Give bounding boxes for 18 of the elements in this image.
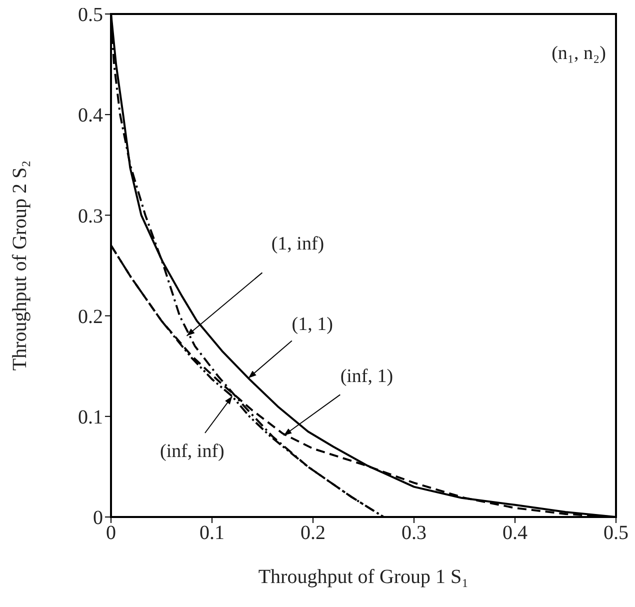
x-axis-title: Throughput of Group 1 S₁ [258, 566, 469, 588]
y-tick-label: 0.3 [78, 205, 103, 228]
y-tick-label: 0.1 [78, 406, 103, 428]
x-tick-label: 0.1 [200, 522, 224, 544]
annotation: (inf, inf) [160, 440, 224, 462]
y-axis-title: Throughput of Group 2 S₂ [9, 160, 32, 371]
y-tick-label: 0.5 [78, 4, 103, 26]
y-tick-label: 0.2 [78, 306, 103, 328]
annotation: (inf, 1) [340, 366, 394, 388]
annotation: (1, inf) [271, 234, 324, 255]
x-tick-label: 0.3 [402, 522, 426, 544]
x-tick-label: 0.4 [502, 522, 528, 544]
annotation: (n₁, n₂) [552, 43, 606, 64]
x-tick-label: 0.5 [604, 522, 628, 544]
x-tick-label: 0.2 [300, 522, 326, 544]
y-tick-label: 0.4 [78, 104, 103, 127]
annotation: (1, 1) [292, 314, 333, 335]
y-tick-label: 0 [93, 507, 103, 530]
